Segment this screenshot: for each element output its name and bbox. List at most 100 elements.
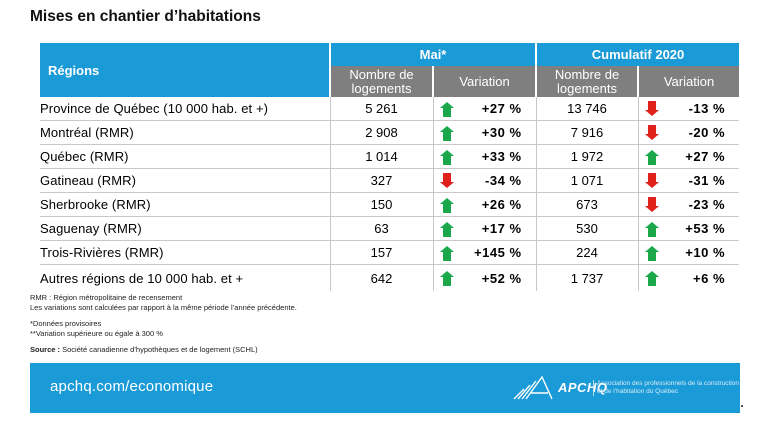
table-body: Province de Québec (10 000 hab. et +) 5 2… (40, 97, 740, 291)
assoc-line2: et de l’habitation du Québec (597, 388, 678, 395)
arrow-up-icon (644, 271, 659, 286)
cum-variation: +6 % (693, 270, 726, 286)
may-variation-cell: +30 % (432, 120, 537, 145)
arrow-up-icon (644, 221, 659, 237)
arrow-down-icon (644, 124, 659, 140)
may-count: 150 (329, 192, 433, 217)
may-count: 2 908 (329, 120, 433, 145)
cum-variation-cell: -31 % (637, 168, 740, 193)
table-row: Montréal (RMR) 2 908 +30 % 7 916 -20 % (40, 120, 740, 145)
may-variation-cell: +27 % (432, 97, 537, 121)
may-variation: +17 % (481, 221, 522, 236)
may-variation: -34 % (485, 173, 522, 188)
source-text: Société canadienne d’hypothèques et de l… (60, 345, 258, 354)
may-variation: +145 % (474, 245, 522, 260)
assoc-line1: Association des professionnels de la con… (597, 380, 739, 387)
footer-association: Association des professionnels de la con… (593, 380, 747, 396)
cum-count: 7 916 (535, 120, 639, 145)
note-provisional: *Données provisoires (30, 319, 102, 328)
may-count: 5 261 (329, 97, 433, 121)
arrow-up-icon (644, 245, 659, 261)
column-header-cum-variation: Variation (637, 66, 740, 97)
group-header-may: Mai* (328, 43, 537, 66)
may-variation-cell: -34 % (432, 168, 537, 193)
cum-variation-cell: +27 % (637, 144, 740, 169)
cum-count: 673 (535, 192, 639, 217)
arrow-down-icon (439, 172, 454, 188)
note-rmr: RMR : Région métropolitaine de recenseme… (30, 293, 183, 302)
cum-variation-cell: +53 % (637, 216, 740, 241)
region-name: Autres régions de 10 000 hab. et + (40, 270, 244, 286)
may-variation: +27 % (481, 101, 522, 116)
page-title: Mises en chantier d’habitations (30, 8, 261, 25)
column-header-cum-count: Nombre de logements (535, 66, 639, 97)
group-header-cumulative: Cumulatif 2020 (535, 43, 740, 66)
cum-count: 1 972 (535, 144, 639, 169)
region-name: Sherbrooke (RMR) (40, 192, 330, 217)
arrow-up-icon (439, 101, 454, 117)
cum-count: 1 737 (535, 264, 639, 291)
column-header-region: Régions (40, 43, 330, 97)
region-name: Montréal (RMR) (40, 120, 330, 145)
footnotes: RMR : Région métropolitaine de recenseme… (30, 293, 297, 355)
column-header-may-variation: Variation (431, 66, 537, 97)
cum-variation: -13 % (688, 101, 726, 116)
may-variation: +52 % (481, 270, 522, 286)
footer-url-link[interactable]: apchq.com/economique (50, 378, 214, 395)
table-row: Autres régions de 10 000 hab. et + 642 +52… (40, 264, 740, 291)
may-count: 327 (329, 168, 433, 193)
table-row: Trois-Rivières (RMR) 157 +145 % 224 +10 % (40, 240, 740, 265)
cum-count: 530 (535, 216, 639, 241)
may-variation: +33 % (481, 149, 522, 164)
source-label: Source : (30, 345, 61, 354)
arrow-up-icon (439, 221, 454, 237)
source-line: Source : Société canadienne d’hypothèque… (30, 345, 297, 355)
cum-count: 1 071 (535, 168, 639, 193)
arrow-up-icon (439, 245, 454, 261)
cum-count: 13 746 (535, 97, 639, 121)
cum-variation-cell: +10 % (637, 240, 740, 265)
apchq-logo-icon (513, 375, 553, 400)
arrow-up-icon (439, 271, 454, 286)
may-variation-cell: +33 % (432, 144, 537, 169)
column-header-may-count: Nombre de logements (329, 66, 433, 97)
housing-starts-table: Régions Mai* Cumulatif 2020 Nombre de log… (40, 43, 740, 291)
region-name: Province de Québec (10 000 hab. et +) (40, 97, 330, 121)
cum-variation: -31 % (688, 173, 726, 188)
cum-variation-cell: -23 % (637, 192, 740, 217)
arrow-up-icon (439, 197, 454, 213)
table-row: Gatineau (RMR) 327 -34 % 1 071 -31 % (40, 168, 740, 193)
may-variation: +26 % (481, 197, 522, 212)
cum-variation: -20 % (688, 125, 726, 140)
header-count-line2: logements (351, 80, 412, 96)
footer-banner: apchq.com/economique APCHQ Association d… (30, 363, 740, 413)
cum-variation: -23 % (688, 197, 726, 212)
may-variation-cell: +17 % (432, 216, 537, 241)
arrow-up-icon (439, 149, 454, 165)
may-count: 642 (329, 264, 433, 291)
region-name: Trois-Rivières (RMR) (40, 240, 330, 265)
header-count-line1: Nombre de (349, 66, 414, 82)
arrow-down-icon (644, 196, 659, 212)
header-count-line1: Nombre de (554, 66, 620, 82)
arrow-down-icon (644, 172, 659, 188)
may-count: 63 (329, 216, 433, 241)
may-count: 1 014 (329, 144, 433, 169)
footer-brand: APCHQ (558, 380, 608, 395)
cum-variation-cell: +6 % (637, 264, 740, 291)
table-row: Province de Québec (10 000 hab. et +) 5 2… (40, 97, 740, 121)
corner-mark (741, 405, 743, 407)
may-variation-cell: +26 % (432, 192, 537, 217)
note-over300: **Variation supérieure ou égale à 300 % (30, 329, 163, 338)
may-variation-cell: +145 % (432, 240, 537, 265)
cum-variation: +10 % (685, 245, 726, 260)
table-row: Saguenay (RMR) 63 +17 % 530 +53 % (40, 216, 740, 241)
may-variation: +30 % (481, 125, 522, 140)
may-count: 157 (329, 240, 433, 265)
region-name: Saguenay (RMR) (40, 216, 330, 241)
table-row: Québec (RMR) 1 014 +33 % 1 972 +27 % (40, 144, 740, 169)
region-name: Québec (RMR) (40, 144, 330, 169)
table-row: Sherbrooke (RMR) 150 +26 % 673 -23 % (40, 192, 740, 217)
arrow-up-icon (644, 149, 659, 165)
cum-variation: +53 % (685, 221, 726, 236)
